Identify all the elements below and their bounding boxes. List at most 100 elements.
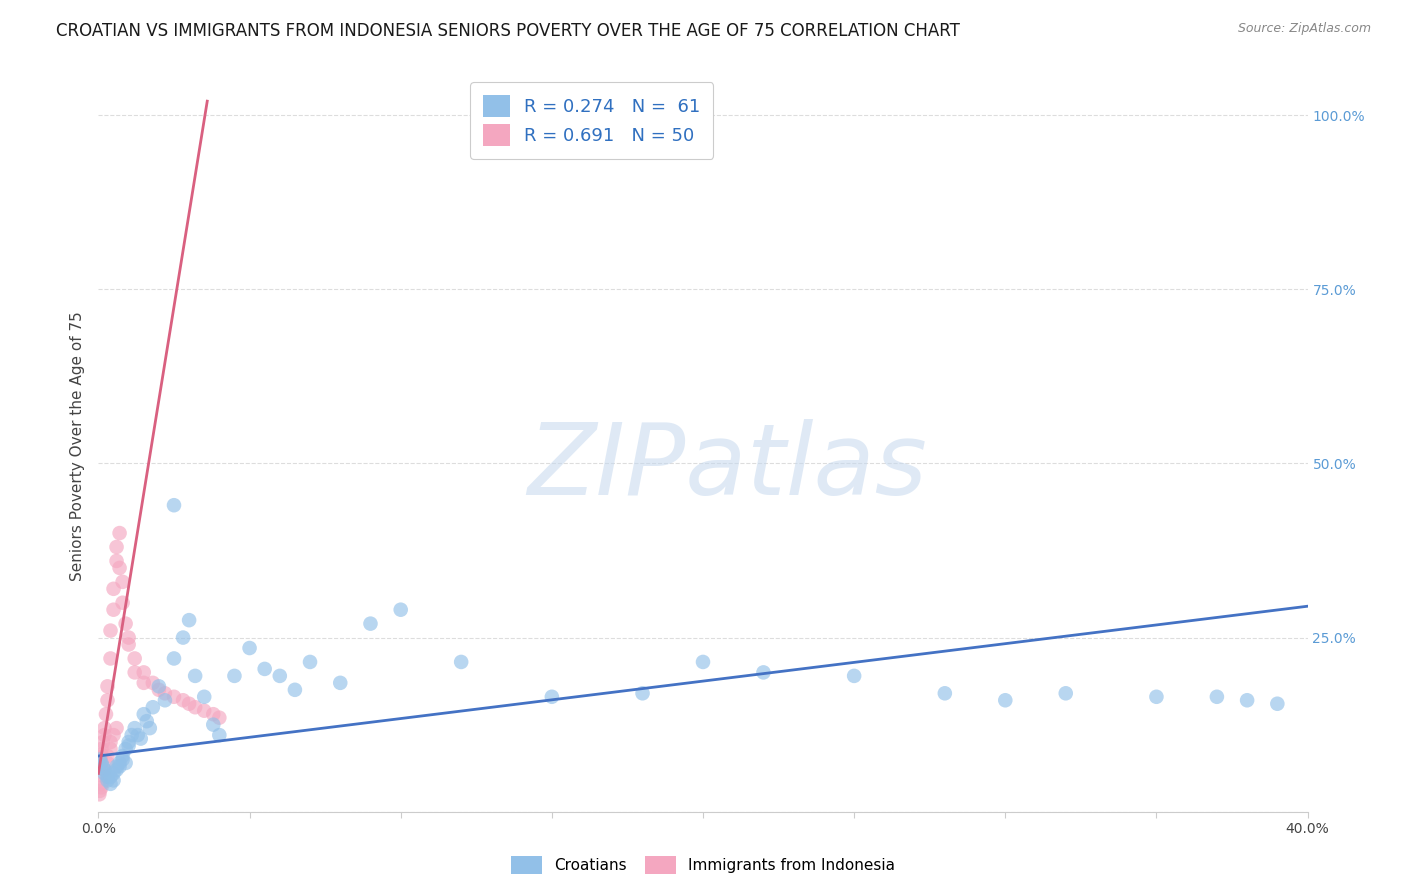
Point	[94, 707, 117, 722]
Point	[253, 662, 276, 676]
Point	[114, 756, 136, 770]
Point	[89, 752, 111, 766]
Point	[100, 624, 122, 638]
Point	[752, 665, 775, 680]
Point	[1267, 697, 1289, 711]
Point	[142, 676, 165, 690]
Point	[89, 756, 111, 770]
Point	[118, 631, 141, 645]
Point	[934, 686, 956, 700]
Point	[163, 498, 186, 512]
Point	[450, 655, 472, 669]
Point	[118, 735, 141, 749]
Point	[105, 759, 128, 773]
Point	[299, 655, 322, 669]
Point	[127, 728, 149, 742]
Point	[114, 616, 136, 631]
Point	[108, 526, 131, 541]
Point	[114, 742, 136, 756]
Point	[108, 759, 131, 773]
Point	[124, 721, 146, 735]
Point	[121, 728, 143, 742]
Point	[103, 766, 125, 780]
Point	[172, 693, 194, 707]
Point	[132, 676, 155, 690]
Point	[193, 704, 215, 718]
Point	[93, 770, 115, 784]
Point	[91, 759, 114, 773]
Point	[132, 707, 155, 722]
Point	[111, 596, 134, 610]
Point	[89, 752, 111, 766]
Point	[103, 582, 125, 596]
Point	[124, 651, 146, 665]
Point	[90, 750, 112, 764]
Point	[96, 693, 118, 707]
Point	[100, 770, 122, 784]
Point	[124, 665, 146, 680]
Point	[111, 574, 134, 589]
Point	[90, 742, 112, 756]
Point	[103, 728, 125, 742]
Point	[93, 763, 115, 777]
Point	[105, 540, 128, 554]
Point	[179, 613, 201, 627]
Point	[631, 686, 654, 700]
Point	[105, 721, 128, 735]
Point	[135, 714, 157, 728]
Legend: Croatians, Immigrants from Indonesia: Croatians, Immigrants from Indonesia	[505, 850, 901, 880]
Legend: R = 0.274   N =  61, R = 0.691   N = 50: R = 0.274 N = 61, R = 0.691 N = 50	[470, 82, 713, 159]
Point	[96, 679, 118, 693]
Point	[172, 631, 194, 645]
Point	[90, 780, 112, 795]
Point	[179, 697, 201, 711]
Point	[105, 763, 128, 777]
Point	[103, 603, 125, 617]
Point	[153, 686, 176, 700]
Point	[93, 763, 115, 777]
Point	[100, 777, 122, 791]
Point	[142, 700, 165, 714]
Point	[139, 721, 162, 735]
Point	[132, 665, 155, 680]
Point	[93, 766, 115, 780]
Point	[93, 721, 115, 735]
Point	[148, 679, 170, 693]
Point	[93, 728, 115, 742]
Point	[118, 638, 141, 652]
Point	[89, 787, 111, 801]
Point	[202, 707, 225, 722]
Point	[202, 717, 225, 731]
Point	[90, 756, 112, 770]
Point	[111, 749, 134, 764]
Text: ZIPatlas: ZIPatlas	[527, 419, 927, 516]
Point	[1236, 693, 1258, 707]
Point	[100, 651, 122, 665]
Point	[90, 777, 112, 791]
Y-axis label: Seniors Poverty Over the Age of 75: Seniors Poverty Over the Age of 75	[70, 311, 86, 581]
Point	[96, 756, 118, 770]
Point	[284, 682, 307, 697]
Point	[129, 731, 152, 746]
Point	[239, 640, 262, 655]
Point	[163, 651, 186, 665]
Point	[91, 735, 114, 749]
Point	[163, 690, 186, 704]
Point	[118, 739, 141, 753]
Point	[103, 773, 125, 788]
Point	[111, 752, 134, 766]
Point	[153, 693, 176, 707]
Point	[540, 690, 562, 704]
Point	[208, 728, 231, 742]
Text: CROATIAN VS IMMIGRANTS FROM INDONESIA SENIORS POVERTY OVER THE AGE OF 75 CORRELA: CROATIAN VS IMMIGRANTS FROM INDONESIA SE…	[56, 22, 960, 40]
Point	[108, 756, 131, 770]
Point	[105, 554, 128, 568]
Point	[148, 682, 170, 697]
Point	[994, 693, 1017, 707]
Point	[184, 700, 207, 714]
Point	[96, 773, 118, 788]
Point	[100, 742, 122, 756]
Point	[108, 561, 131, 575]
Point	[389, 603, 412, 617]
Point	[1144, 690, 1167, 704]
